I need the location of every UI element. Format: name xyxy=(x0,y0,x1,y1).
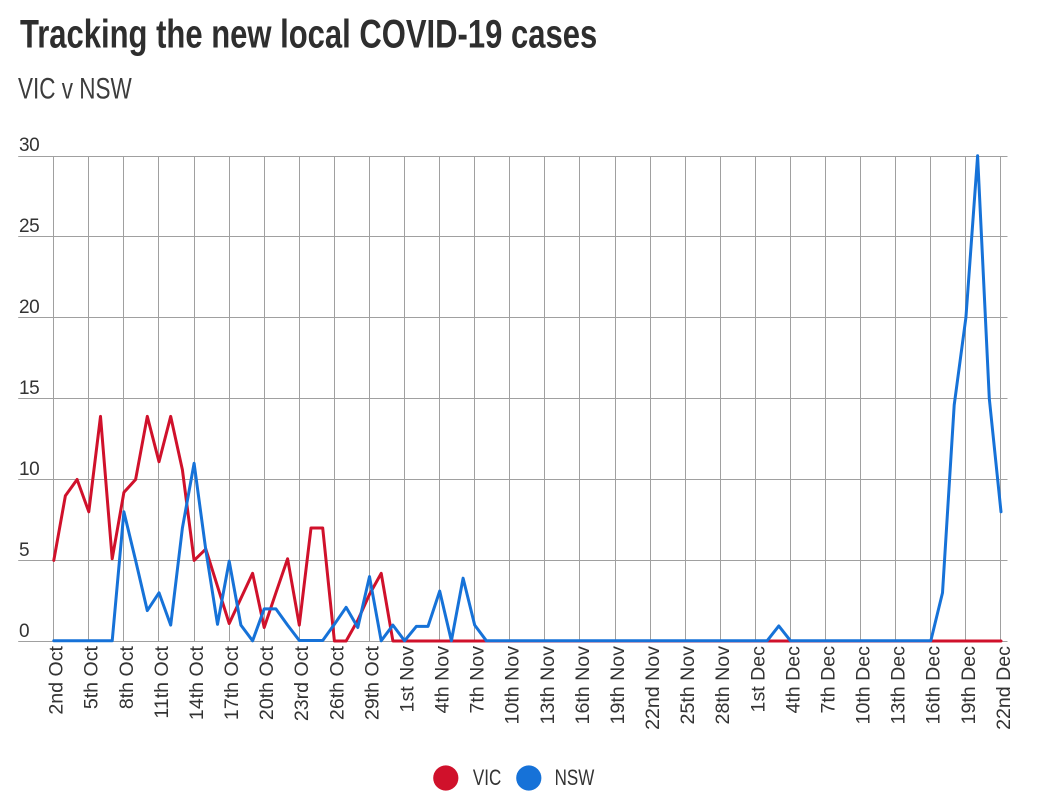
svg-text:7th Nov: 7th Nov xyxy=(467,646,489,714)
svg-text:2nd Oct: 2nd Oct xyxy=(46,645,68,714)
svg-text:17th Oct: 17th Oct xyxy=(221,645,243,720)
svg-text:13th Nov: 13th Nov xyxy=(537,646,559,725)
svg-text:5: 5 xyxy=(19,540,29,561)
svg-text:23rd Oct: 23rd Oct xyxy=(291,645,313,721)
svg-text:25: 25 xyxy=(19,216,39,237)
svg-text:11th Oct: 11th Oct xyxy=(151,645,173,718)
svg-text:20: 20 xyxy=(19,297,39,318)
svg-text:26th Oct: 26th Oct xyxy=(326,645,348,720)
svg-text:0: 0 xyxy=(19,621,29,642)
svg-text:1st Nov: 1st Nov xyxy=(396,646,418,713)
svg-text:5th Oct: 5th Oct xyxy=(81,645,103,709)
svg-text:19th Dec: 19th Dec xyxy=(958,646,980,725)
svg-text:4th Nov: 4th Nov xyxy=(432,646,454,714)
svg-text:25th Nov: 25th Nov xyxy=(677,646,699,725)
svg-text:29th Oct: 29th Oct xyxy=(361,645,383,720)
svg-text:30: 30 xyxy=(19,135,39,156)
svg-text:28th Nov: 28th Nov xyxy=(712,646,734,725)
svg-text:4th Dec: 4th Dec xyxy=(782,646,804,714)
svg-text:16th Nov: 16th Nov xyxy=(572,646,594,725)
svg-text:7th Dec: 7th Dec xyxy=(817,646,839,714)
svg-text:20th Oct: 20th Oct xyxy=(256,645,278,720)
svg-text:10: 10 xyxy=(19,459,39,480)
svg-text:13th Dec: 13th Dec xyxy=(888,646,910,725)
svg-text:22nd Nov: 22nd Nov xyxy=(642,646,664,730)
svg-text:22nd Dec: 22nd Dec xyxy=(993,646,1015,730)
svg-text:14th Oct: 14th Oct xyxy=(186,645,208,720)
svg-text:19th Nov: 19th Nov xyxy=(607,646,629,725)
svg-text:16th Dec: 16th Dec xyxy=(923,646,945,725)
svg-text:1st Dec: 1st Dec xyxy=(747,646,769,713)
svg-text:8th Oct: 8th Oct xyxy=(116,645,138,709)
svg-text:10th Dec: 10th Dec xyxy=(853,646,875,725)
svg-text:10th Nov: 10th Nov xyxy=(502,646,524,725)
svg-text:15: 15 xyxy=(19,378,39,399)
